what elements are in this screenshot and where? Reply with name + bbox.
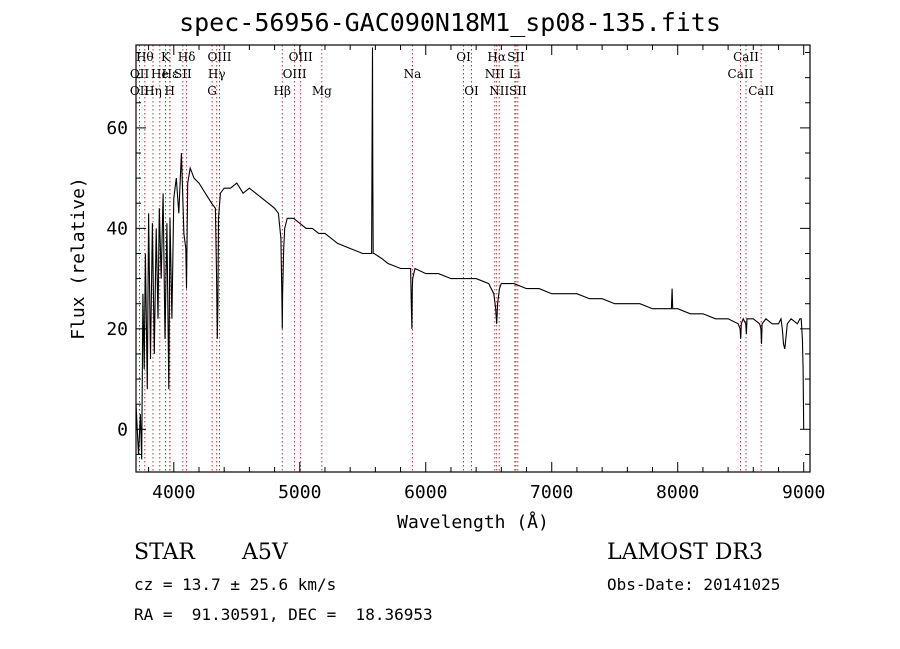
object-subclass: A5V (242, 540, 288, 565)
plot-frame (135, 44, 811, 473)
y-tick-label: 60 (106, 118, 128, 139)
line-label: Hε (162, 67, 179, 81)
line-label: Hγ (208, 67, 226, 81)
line-label: OIII (207, 50, 231, 64)
x-tick-label: 6000 (404, 482, 447, 503)
line-label: G (207, 84, 217, 98)
x-tick-label: 4000 (152, 482, 195, 503)
line-label: K (161, 50, 171, 64)
line-label: SII (507, 50, 525, 64)
line-label: OIII (283, 67, 307, 81)
line-label: Mg (312, 84, 332, 98)
line-label: Hα (487, 50, 506, 64)
line-label: CaII (728, 67, 754, 81)
survey-name: LAMOST DR3 (607, 540, 763, 565)
y-tick-label: 20 (106, 319, 128, 340)
line-label: CaII (748, 84, 774, 98)
line-label: Hδ (178, 50, 196, 64)
line-label: OIII (289, 50, 313, 64)
line-label: NII (485, 67, 505, 81)
line-label: OII (130, 84, 150, 98)
line-label: NII (489, 84, 509, 98)
spectrum-line (135, 47, 805, 460)
line-label: H (165, 84, 175, 98)
line-label: CaII (733, 50, 759, 64)
axis-ticks: 4000 5000 6000 7000 8000 9000 0 20 40 60 (106, 45, 825, 503)
redshift-cz: cz = 13.7 ± 25.6 km/s (134, 575, 337, 594)
x-tick-label: 7000 (530, 482, 573, 503)
line-label: OII (130, 67, 150, 81)
line-label: Hβ (274, 84, 291, 98)
chart-title: spec-56956-GAC090N18M1_sp08-135.fits (179, 8, 721, 37)
object-class: STAR (134, 540, 195, 565)
line-label: Hθ (136, 50, 154, 64)
y-axis-label: Flux (relative) (68, 177, 89, 340)
line-label: He (151, 67, 169, 81)
x-axis-label: Wavelength (Å) (397, 511, 549, 533)
line-label: SII (174, 67, 192, 81)
emission-line-labels: OIIOIIHθHηHeKHHεSIIHδGHγOIIIHβOIIIOIIIMg… (130, 50, 774, 98)
x-tick-label: 9000 (782, 482, 825, 503)
emission-line-markers (139, 45, 762, 472)
x-tick-label: 5000 (278, 482, 321, 503)
line-label: Li (509, 67, 521, 81)
line-label: OI (464, 84, 479, 98)
observation-date: Obs-Date: 20141025 (607, 575, 781, 594)
y-tick-label: 40 (106, 218, 128, 239)
line-label: Na (404, 67, 422, 81)
x-tick-label: 8000 (656, 482, 699, 503)
line-label: SII (509, 84, 527, 98)
line-label: OI (456, 50, 471, 64)
coordinates: RA = 91.30591, DEC = 18.36953 (134, 605, 433, 624)
line-label: Hη (144, 84, 162, 98)
y-tick-label: 0 (117, 419, 128, 440)
